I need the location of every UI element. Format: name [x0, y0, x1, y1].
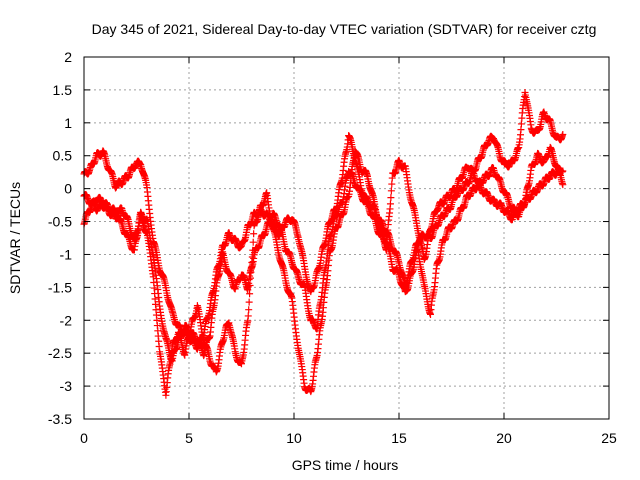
x-tick-label: 0: [80, 430, 88, 446]
data-point: [248, 253, 256, 261]
x-tick-label: 25: [601, 430, 617, 446]
y-tick-label: -2.5: [48, 345, 72, 361]
data-point: [246, 290, 254, 298]
data-point: [387, 187, 395, 195]
data-point: [559, 130, 567, 138]
y-tick-label: -3: [60, 378, 73, 394]
x-tick-labels: 0 5 10 15 20 25: [80, 430, 617, 446]
plot-frame: [83, 56, 610, 420]
ticks-layer: [83, 56, 610, 420]
data-point: [246, 281, 254, 289]
y-tick-label: 0.5: [53, 148, 73, 164]
data-point: [387, 194, 395, 202]
grid-layer: [84, 57, 609, 419]
series-track-2: [80, 164, 567, 365]
y-tick-label: 2: [64, 49, 72, 65]
x-tick-label: 5: [185, 430, 193, 446]
data-point: [383, 233, 391, 241]
x-tick-label: 20: [496, 430, 512, 446]
chart-title: Day 345 of 2021, Sidereal Day-to-day VTE…: [92, 21, 597, 37]
y-axis-label: SDTVAR / TECUs: [7, 182, 23, 294]
y-tick-label: -1: [60, 246, 73, 262]
data-point: [247, 274, 254, 282]
data-point: [245, 306, 253, 314]
y-tick-label: 1.5: [53, 82, 73, 98]
y-tick-labels: -3.5 -3 -2.5 -2 -1.5 -1 -0.5 0 0.5 1 1.5 2: [48, 49, 72, 427]
x-axis-label: GPS time / hours: [292, 457, 399, 473]
series-track-3: [80, 143, 567, 399]
y-tick-label: -0.5: [48, 214, 72, 230]
data-points-layer: [80, 88, 567, 399]
data-point: [249, 246, 257, 254]
x-tick-label: 10: [286, 430, 302, 446]
data-point: [382, 246, 390, 254]
data-point: [249, 238, 257, 246]
y-tick-label: 1: [64, 115, 72, 131]
y-tick-label: 0: [64, 181, 72, 197]
data-point: [245, 298, 253, 306]
data-point: [386, 200, 394, 208]
x-tick-label: 15: [391, 430, 407, 446]
y-tick-label: -1.5: [48, 279, 72, 295]
y-tick-label: -3.5: [48, 411, 72, 427]
data-point: [559, 181, 567, 189]
data-point: [250, 230, 258, 238]
data-point: [383, 240, 391, 248]
data-point: [244, 312, 252, 320]
y-tick-label: -2: [60, 312, 73, 328]
data-point: [388, 180, 396, 188]
